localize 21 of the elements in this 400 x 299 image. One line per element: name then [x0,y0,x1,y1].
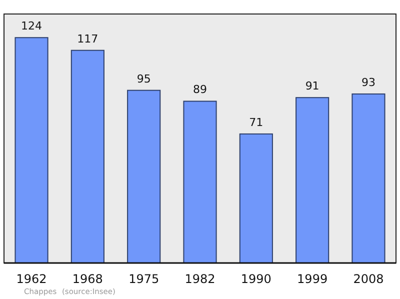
data-label: 93 [361,76,376,89]
bar [183,100,217,264]
x-tick-label: 2008 [353,272,384,286]
x-tick-label: 1975 [128,272,160,286]
x-tick-label: 1990 [240,272,272,286]
x-tick-label: 1968 [72,272,103,286]
bar [239,133,273,264]
bar [70,50,104,264]
bar [296,97,330,264]
bar [14,37,48,264]
x-tick-label: 1962 [16,272,47,286]
data-label: 91 [305,80,320,93]
x-tick-label: 1982 [184,272,216,286]
x-tick-label: 1999 [297,272,328,286]
data-label: 89 [193,83,207,96]
bar [127,90,161,264]
data-label: 95 [136,72,151,86]
data-label: 124 [21,20,42,33]
bar [352,93,386,264]
data-label: 71 [249,116,264,129]
data-label: 117 [77,32,98,46]
